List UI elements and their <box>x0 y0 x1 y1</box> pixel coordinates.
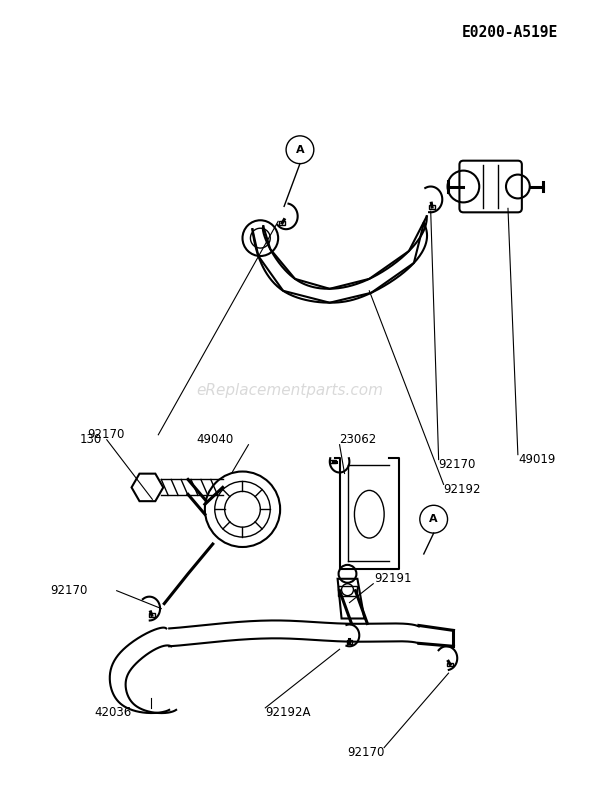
Text: 92192: 92192 <box>444 483 481 496</box>
Text: 92170: 92170 <box>87 428 124 441</box>
Text: A: A <box>430 514 438 524</box>
Text: 23062: 23062 <box>340 433 377 446</box>
Text: 92191: 92191 <box>374 572 412 585</box>
Text: eReplacementparts.com: eReplacementparts.com <box>196 382 384 398</box>
Text: A: A <box>296 145 304 155</box>
Text: 92170: 92170 <box>348 746 385 759</box>
Text: 49019: 49019 <box>518 453 555 466</box>
Text: 49040: 49040 <box>196 433 233 446</box>
Text: 42036: 42036 <box>94 706 131 720</box>
Text: 92170: 92170 <box>438 458 476 471</box>
Text: 92170: 92170 <box>50 584 88 597</box>
Text: E0200-A519E: E0200-A519E <box>461 25 558 39</box>
Text: 130: 130 <box>80 433 102 446</box>
Text: 92192A: 92192A <box>266 706 311 720</box>
